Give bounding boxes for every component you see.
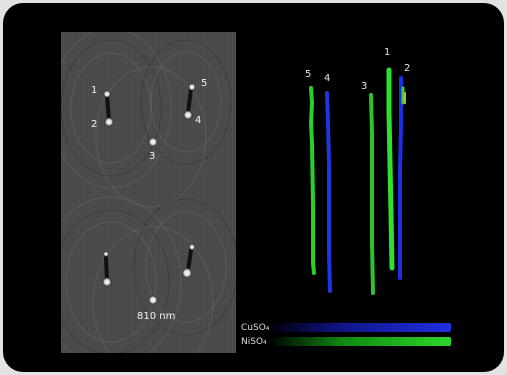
particle-2 xyxy=(104,117,114,127)
legend-bar-niso4 xyxy=(273,337,451,346)
particle-label-4: 4 xyxy=(195,115,202,126)
particles xyxy=(102,83,196,305)
diffraction-rings xyxy=(61,32,227,353)
track-3 xyxy=(369,93,375,295)
particle-label-2: 2 xyxy=(91,119,98,130)
particle-4 xyxy=(183,110,193,120)
track-2 xyxy=(398,76,403,280)
particle-lower-2 xyxy=(103,251,109,257)
track-label-2: 2 xyxy=(404,63,411,74)
particle-label-5: 5 xyxy=(201,78,208,89)
particle-lower-5 xyxy=(189,244,195,250)
track-4 xyxy=(325,91,332,293)
micrograph-image: 1 2 3 4 5 810 nm xyxy=(61,32,236,353)
figure-panel: 1 2 3 4 5 810 nm 5 4 3 1 2 CuSO₄ NiSO₄ xyxy=(3,3,504,372)
track-1 xyxy=(386,67,395,271)
particle-3 xyxy=(148,137,158,147)
particle-label-1: 1 xyxy=(91,85,98,96)
legend-bar-cuso4 xyxy=(273,323,451,332)
particle-1 xyxy=(103,90,111,98)
micrograph-svg xyxy=(61,32,236,353)
particle-lower-4 xyxy=(182,268,192,278)
track-label-3: 3 xyxy=(361,81,368,92)
track-label-4: 4 xyxy=(324,73,331,84)
scale-label: 810 nm xyxy=(137,311,176,322)
legend-label-niso4: NiSO₄ xyxy=(241,337,267,347)
track-label-5: 5 xyxy=(305,69,312,80)
particle-label-3: 3 xyxy=(149,151,156,162)
particle-lower-3 xyxy=(148,295,158,305)
trajectory-plot xyxy=(308,67,406,295)
legend-label-cuso4: CuSO₄ xyxy=(241,323,270,333)
track-5 xyxy=(308,86,316,275)
particle-lower-1 xyxy=(102,277,112,287)
track-label-1: 1 xyxy=(384,47,391,58)
particle-5 xyxy=(188,83,196,91)
